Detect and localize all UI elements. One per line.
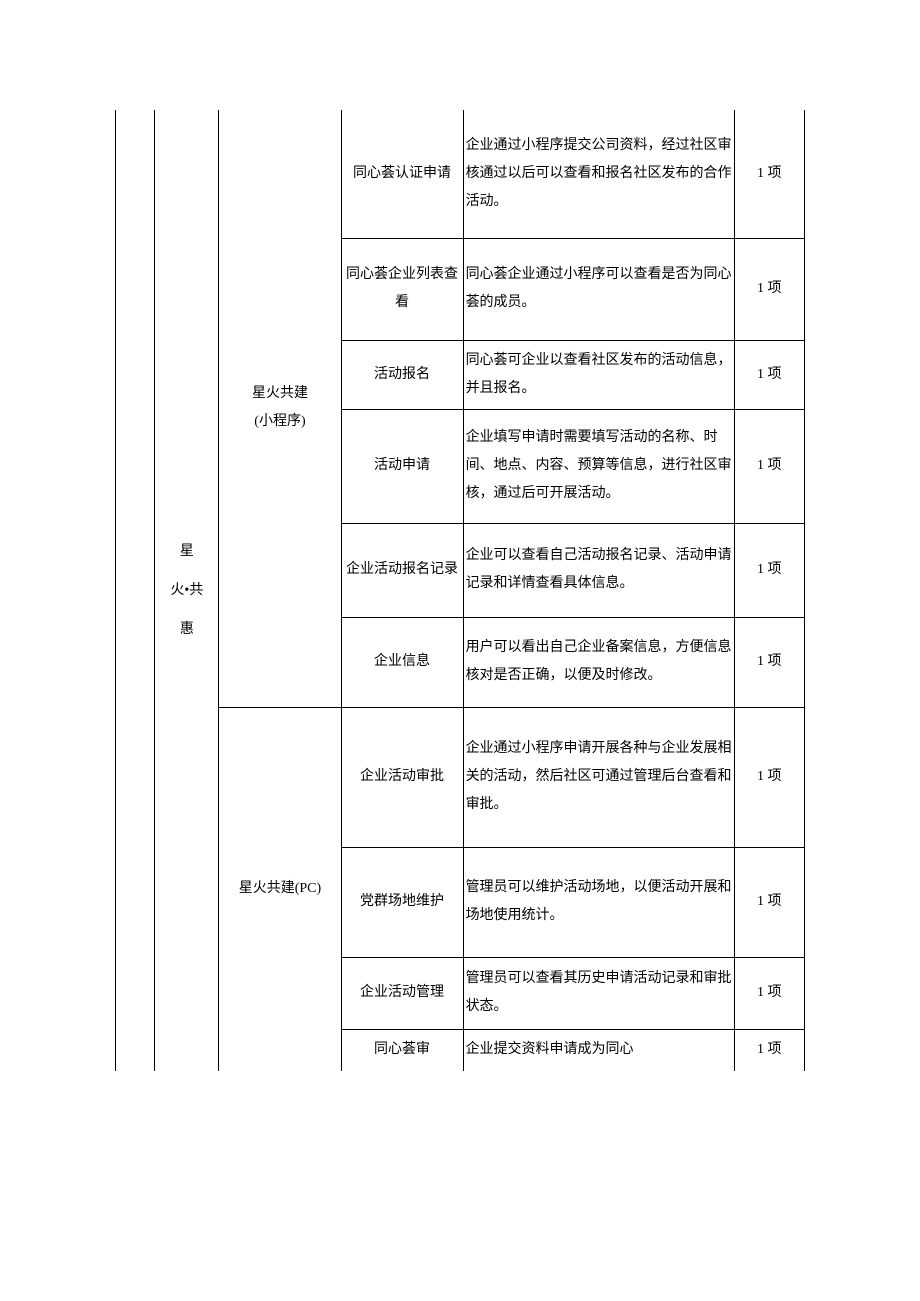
desc-cell: 企业可以查看自己活动报名记录、活动申请记录和详情查看具体信息。 xyxy=(463,523,734,617)
desc-cell: 管理员可以维护活动场地，以便活动开展和场地使用统计。 xyxy=(463,847,734,957)
feature-cell: 活动申请 xyxy=(341,409,463,523)
category-line: 惠 xyxy=(180,622,194,637)
desc-cell: 企业通过小程序申请开展各种与企业发展相关的活动，然后社区可通过管理后台查看和审批… xyxy=(463,707,734,847)
count-cell: 1 项 xyxy=(734,110,804,238)
feature-cell: 活动报名 xyxy=(341,340,463,409)
count-cell: 1 项 xyxy=(734,847,804,957)
count-cell: 1 项 xyxy=(734,523,804,617)
count-cell: 1 项 xyxy=(734,409,804,523)
feature-cell: 同心荟审 xyxy=(341,1029,463,1071)
module-label-line: 星火共建 xyxy=(252,386,308,401)
module-mini-cell: 星火共建 (小程序) xyxy=(219,110,341,707)
count-cell: 1 项 xyxy=(734,340,804,409)
desc-cell: 企业提交资料申请成为同心 xyxy=(463,1029,734,1071)
desc-cell: 同心荟企业通过小程序可以查看是否为同心荟的成员。 xyxy=(463,238,734,340)
count-cell: 1 项 xyxy=(734,617,804,707)
count-cell: 1 项 xyxy=(734,707,804,847)
feature-cell: 企业信息 xyxy=(341,617,463,707)
feature-cell: 同心荟企业列表查看 xyxy=(341,238,463,340)
count-cell: 1 项 xyxy=(734,1029,804,1071)
count-cell: 1 项 xyxy=(734,238,804,340)
category-line: 星 xyxy=(180,544,194,559)
count-cell: 1 项 xyxy=(734,957,804,1029)
table-row: 星 火•共 惠 星火共建 (小程序) 同心荟认证申请 企业通过小程序提交公司资料… xyxy=(116,110,805,238)
module-pc-cell: 星火共建(PC) xyxy=(219,707,341,1071)
col-blank xyxy=(116,110,155,1071)
desc-cell: 企业通过小程序提交公司资料，经过社区审核通过以后可以查看和报名社区发布的合作活动… xyxy=(463,110,734,238)
feature-table: 星 火•共 惠 星火共建 (小程序) 同心荟认证申请 企业通过小程序提交公司资料… xyxy=(115,110,805,1071)
category-cell: 星 火•共 惠 xyxy=(155,110,219,1071)
feature-cell: 同心荟认证申请 xyxy=(341,110,463,238)
desc-cell: 管理员可以查看其历史申请活动记录和审批状态。 xyxy=(463,957,734,1029)
desc-cell: 同心荟可企业以查看社区发布的活动信息，并且报名。 xyxy=(463,340,734,409)
feature-cell: 党群场地维护 xyxy=(341,847,463,957)
feature-cell: 企业活动报名记录 xyxy=(341,523,463,617)
desc-cell: 企业填写申请时需要填写活动的名称、时间、地点、内容、预算等信息，进行社区审核，通… xyxy=(463,409,734,523)
table-row: 星火共建(PC) 企业活动审批 企业通过小程序申请开展各种与企业发展相关的活动，… xyxy=(116,707,805,847)
module-label-line: (小程序) xyxy=(254,414,305,429)
category-line: 火•共 xyxy=(170,583,203,598)
feature-cell: 企业活动审批 xyxy=(341,707,463,847)
feature-cell: 企业活动管理 xyxy=(341,957,463,1029)
desc-cell: 用户可以看出自己企业备案信息，方便信息核对是否正确，以便及时修改。 xyxy=(463,617,734,707)
